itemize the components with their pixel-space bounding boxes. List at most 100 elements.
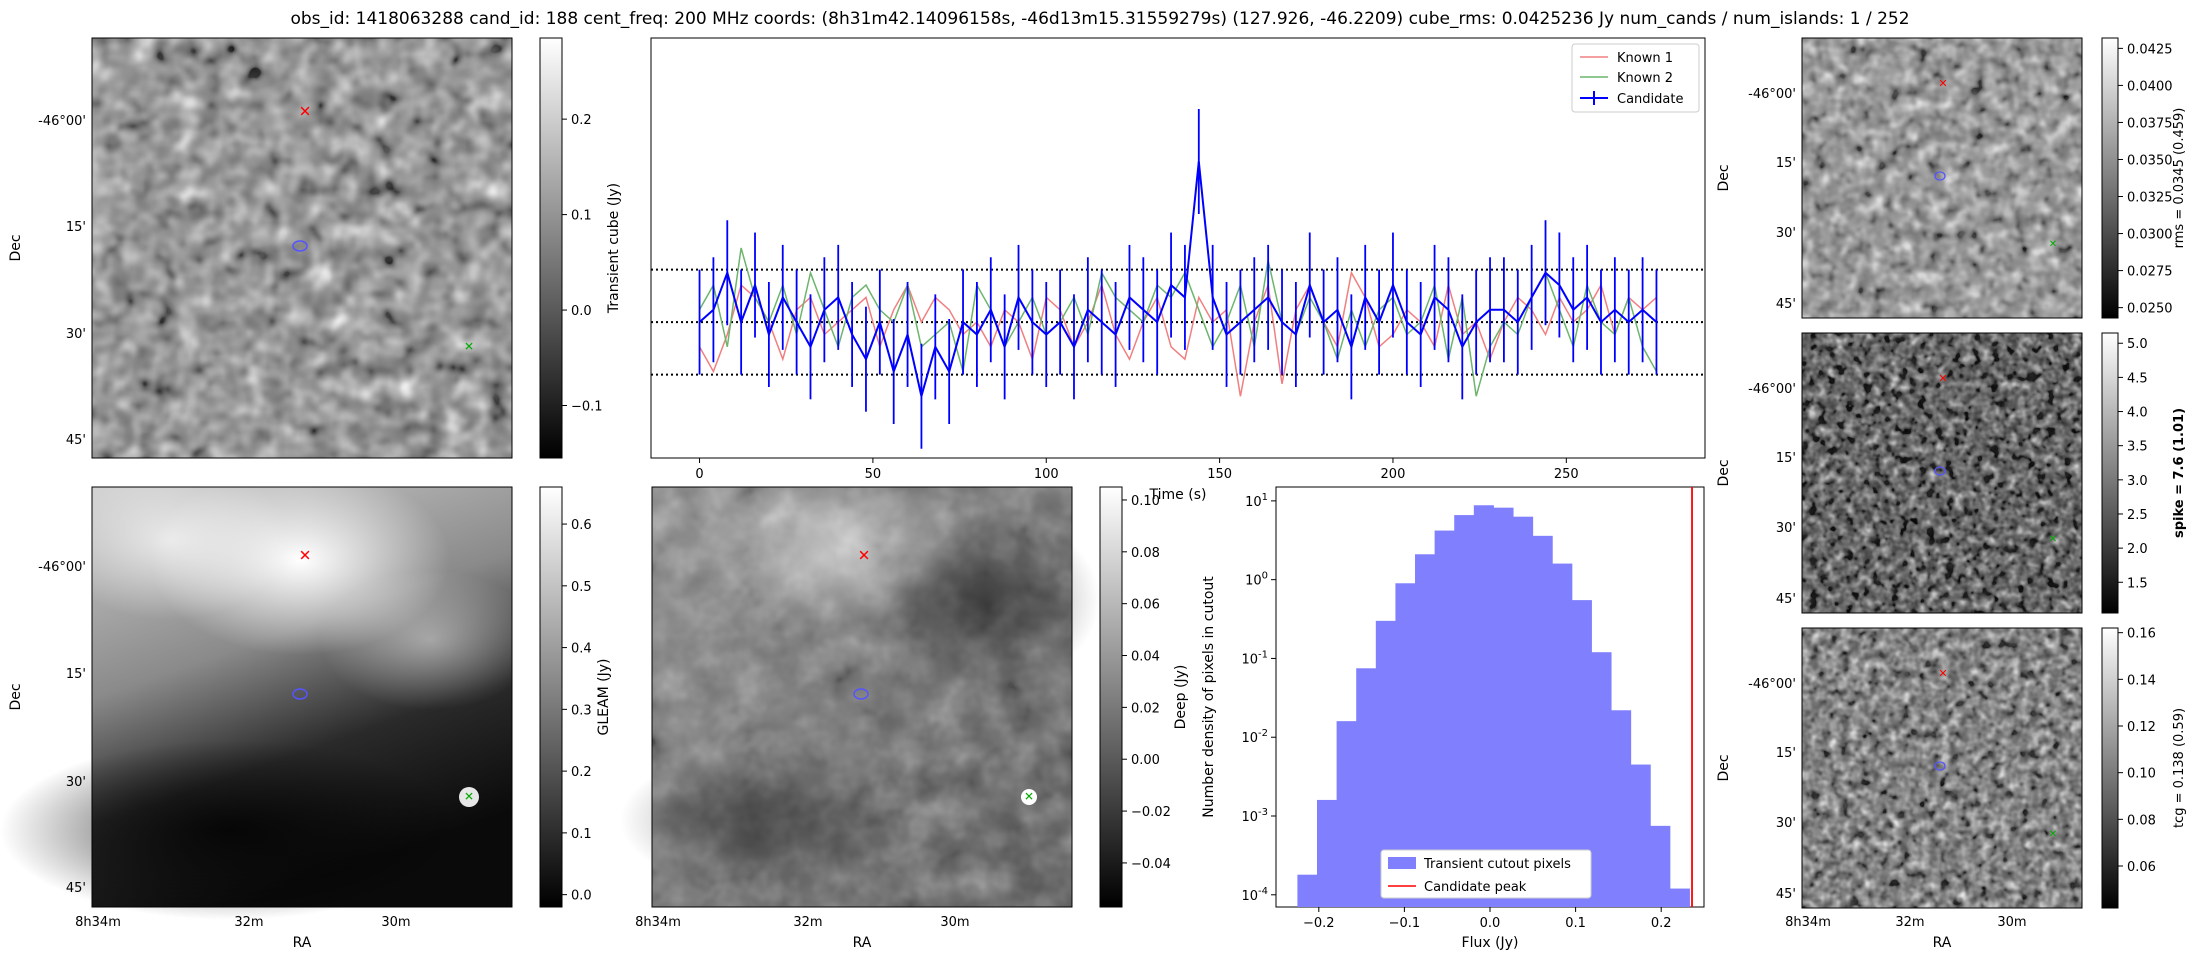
y-tick-label: 100	[1245, 571, 1268, 589]
dec-tick-label: 15'	[1776, 746, 1796, 761]
colorbar-tick-label: 4.0	[2127, 406, 2148, 421]
y-tick-label: 10-4	[1241, 886, 1268, 904]
histogram-bar	[1454, 515, 1475, 907]
tcg-noise-image	[1802, 628, 2082, 908]
dec-axis-label: Dec	[8, 683, 24, 710]
dec-tick-label: -46°00'	[1748, 87, 1796, 102]
x-tick-label: 0.1	[1565, 916, 1586, 931]
candidate-contour	[1934, 466, 1946, 476]
colorbar-tick-label: 0.10	[2127, 767, 2156, 782]
ra-tick-label: 32m	[793, 915, 822, 930]
rms-colorbar	[2101, 37, 2119, 319]
histogram-bar	[1356, 668, 1377, 907]
dec-tick-label: 45'	[66, 433, 86, 448]
colorbar-tick-label: 1.5	[2127, 576, 2148, 591]
colorbar-tick-label: 0.6	[571, 518, 592, 533]
lightcurve-panel: 0 50 100 150 200 250 Time (s) Known 1 Known 2…	[650, 37, 1706, 503]
legend-known2-label: Known 2	[1617, 71, 1673, 86]
tcg-colorbar-ticks: 0.16 0.14 0.12 0.10 0.08 0.06	[2118, 627, 2156, 875]
colorbar-tick-label: 0.3	[571, 703, 592, 718]
colorbar-tick-label: 0.0400	[2127, 79, 2173, 94]
histogram-y-label: Number density of pixels in cutout	[1201, 576, 1217, 818]
dec-axis-label: Dec	[1716, 754, 1732, 781]
candidate-cross-marker: ✕	[299, 103, 312, 121]
spike-colorbar-ticks: 5.0 4.5 4.0 3.5 3.0 2.5 2.0 1.5	[2118, 337, 2148, 591]
spike-image-panel: ✕ ✕ Dec -46°00' 15' 30' 45' 5.0 4.5 4.0 3.5…	[1716, 332, 2187, 614]
colorbar-tick-label: 0.5	[571, 580, 592, 595]
dec-tick-label: 30'	[66, 327, 86, 342]
colorbar-tick-label: 3.5	[2127, 440, 2148, 455]
x-tick-label: 250	[1554, 467, 1579, 482]
y-tick-label: 10-2	[1241, 728, 1268, 746]
lightcurve-x-label: Time (s)	[1149, 487, 1207, 503]
deep-frame	[651, 486, 1073, 908]
spike-colorbar	[2101, 332, 2119, 614]
dec-axis-label: Dec	[1716, 164, 1732, 191]
ra-tick-label: 30m	[381, 915, 410, 930]
known-source-cross-marker: ✕	[2049, 829, 2057, 840]
histogram-bar	[1395, 583, 1416, 907]
x-tick-label: 0	[695, 467, 703, 482]
histogram-bar	[1375, 620, 1396, 907]
ra-tick-label: 8h34m	[75, 915, 121, 930]
dec-tick-label: -46°00'	[38, 114, 86, 129]
colorbar-tick-label: 0.14	[2127, 673, 2156, 688]
transient-colorbar-label: Transient cube (Jy)	[606, 183, 622, 314]
dec-axis-label: Dec	[1716, 459, 1732, 486]
x-tick-label: 0.0	[1480, 916, 1501, 931]
x-tick-label: −0.1	[1389, 916, 1421, 931]
colorbar-tick-label: 0.02	[1131, 701, 1160, 716]
ra-tick-label: 32m	[1895, 915, 1924, 930]
gleam-colorbar-label: GLEAM (Jy)	[596, 659, 612, 736]
spike-frame	[1801, 332, 2083, 614]
dec-tick-label: 45'	[1776, 592, 1796, 607]
tcg-frame	[1801, 627, 2083, 909]
dec-tick-label: 30'	[1776, 816, 1796, 831]
known-source-cross-marker: ✕	[464, 340, 474, 354]
colorbar-tick-label: −0.02	[1131, 805, 1171, 820]
ra-tick-label: 30m	[1997, 915, 2026, 930]
ra-tick-label: 8h34m	[635, 915, 681, 930]
histogram-bar	[1532, 535, 1553, 907]
ra-tick-label: 30m	[940, 915, 969, 930]
dec-tick-label: -46°00'	[38, 560, 86, 575]
gleam-bright-emission	[50, 460, 290, 620]
spike-colorbar-label: spike = 7.6 (1.01)	[2172, 408, 2187, 538]
lightcurve-x-ticks: 0 50 100 150 200 250	[695, 458, 1579, 482]
histogram-bar	[1591, 652, 1612, 907]
known-source-cross-marker: ✕	[2049, 239, 2057, 250]
transient-frame	[91, 37, 513, 459]
histogram-bar	[1434, 530, 1455, 907]
colorbar-tick-label: 5.0	[2127, 337, 2148, 352]
colorbar-tick-label: 0.0	[571, 889, 592, 904]
colorbar-tick-label: 0.0275	[2127, 265, 2173, 280]
histogram-legend-box	[1380, 849, 1592, 899]
series-candidate	[698, 161, 1658, 397]
candidate-cross-marker: ✕	[1938, 77, 1947, 90]
colorbar-tick-label: 0.1	[571, 827, 592, 842]
deep-image-panel: ✕ ✕ 8h34m 32m 30m RA 0.10 0.08 0.06 0.04 0.0…	[620, 475, 1189, 951]
rms-noise-image	[1802, 38, 2082, 318]
histogram-x-label: Flux (Jy)	[1462, 935, 1519, 951]
colorbar-tick-label: 3.0	[2127, 474, 2148, 489]
x-tick-label: 150	[1207, 467, 1232, 482]
rms-colorbar-label: rms = 0.0345 (0.459)	[2172, 108, 2187, 249]
deep-dark-region	[860, 510, 1100, 690]
histogram-bar	[1611, 710, 1632, 907]
colorbar-tick-label: 0.08	[2127, 813, 2156, 828]
gleam-image-panel: ✕ ✕ Dec -46°00' 15' 30' 45' 8h34m 32m 30…	[0, 460, 612, 951]
colorbar-tick-label: 0.4	[571, 642, 592, 657]
x-tick-label: 0.2	[1651, 916, 1672, 931]
histogram-bar	[1513, 516, 1534, 907]
lightcurve-frame	[650, 37, 1706, 459]
dec-tick-label: 30'	[1776, 521, 1796, 536]
colorbar-tick-label: 0.08	[1131, 546, 1160, 561]
histogram-bar	[1317, 799, 1338, 907]
legend-peak-label: Candidate peak	[1424, 880, 1527, 895]
histogram-bar	[1473, 505, 1494, 907]
colorbar-tick-label: 0.0250	[2127, 302, 2173, 317]
histogram-bar	[1669, 888, 1690, 907]
gleam-point-source	[459, 787, 479, 807]
transient-colorbar	[539, 37, 563, 459]
dec-tick-label: 15'	[66, 220, 86, 235]
